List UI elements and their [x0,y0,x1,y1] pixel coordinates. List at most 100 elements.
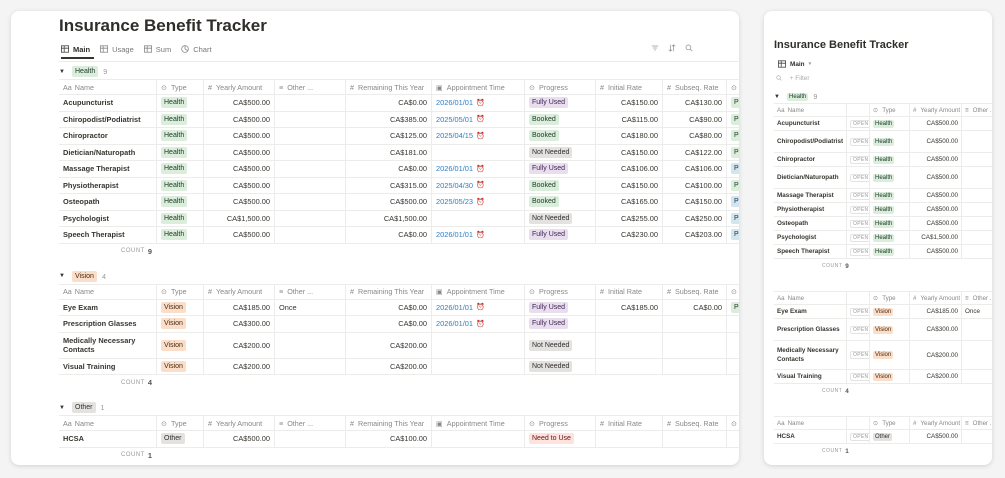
cell-remaining[interactable]: CA$200.00 [346,358,432,374]
cell-remaining[interactable]: CA$100.00 [346,431,432,447]
cell-initial[interactable] [596,431,663,447]
open-button[interactable]: OPEN [850,233,869,242]
cell-name[interactable]: Chiropodist/Podiatrist [59,111,157,127]
cell-type[interactable]: Vision [157,332,204,358]
table-row[interactable]: Eye Exam OPEN Vision CA$185.00 Once [774,305,992,319]
appointment-date[interactable]: 2025/05/23 [436,197,473,207]
column-header-type[interactable]: ⊙ Type [157,80,204,94]
cell-other[interactable] [962,319,992,340]
cell-appt[interactable]: 2025/04/15 ⏰ [432,128,525,144]
table-row[interactable]: Psychologist OPEN Health CA$1,500.00 [774,231,992,245]
cell-appt[interactable] [432,431,525,447]
cell-other[interactable] [962,189,992,202]
appointment-date[interactable]: 2026/01/01 [436,230,473,240]
table-row[interactable]: Prescription Glasses OPEN Vision CA$300.00 [774,319,992,341]
cell-remaining[interactable]: CA$200.00 [346,332,432,358]
cell-yearly[interactable]: CA$500.00 [204,128,275,144]
cell-yearly[interactable]: CA$1,500.00 [910,231,962,244]
cell-open[interactable]: OPEN [847,305,870,318]
cell-progress[interactable]: Fully Used [525,316,596,332]
appointment-date[interactable]: 2025/04/30 [436,180,473,190]
cell-yearly[interactable]: CA$200.00 [910,341,962,369]
cell-subseq[interactable]: CA$106.00 [663,161,727,177]
cell-progress[interactable]: Booked [525,177,596,193]
table-row[interactable]: Osteopath OPEN Health CA$500.00 [774,217,992,231]
cell-appt[interactable]: 2026/01/01 ⏰ [432,95,525,111]
cell-type[interactable]: Health [157,227,204,243]
cell-other[interactable] [275,431,346,447]
column-header-remaining[interactable]: # Remaining This Year [346,80,432,94]
table-row[interactable]: Chiropractor Health CA$500.00 CA$125.00 2025… [59,128,739,145]
tab-main[interactable]: Main [61,43,90,55]
cell-yearly[interactable]: CA$200.00 [204,332,275,358]
cell-progress[interactable]: Fully Used [525,161,596,177]
cell-other[interactable] [275,144,346,160]
cell-name[interactable]: Osteopath [774,217,847,230]
cell-other[interactable] [962,370,992,383]
cell-yearly[interactable]: CA$500.00 [910,217,962,230]
cell-progress[interactable]: Need to Use [525,431,596,447]
cell-name[interactable]: HCSA [774,430,847,443]
cell-open[interactable]: OPEN [847,117,870,130]
cell-name[interactable]: Acupuncturist [774,117,847,130]
cell-yearly[interactable]: CA$500.00 [910,245,962,258]
cell-name[interactable]: Massage Therapist [59,161,157,177]
cell-remaining[interactable]: CA$385.00 [346,111,432,127]
cell-type[interactable]: Health [870,245,910,258]
cell-name[interactable]: Visual Training [774,370,847,383]
open-button[interactable]: OPEN [850,351,869,359]
column-header-other[interactable]: ≡Other ... [962,104,992,116]
cell-remaining[interactable]: CA$0.00 [346,227,432,243]
cell-visit[interactable]: Per Visit [727,145,739,161]
cell-visit[interactable]: Per Hour [727,227,739,243]
cell-subseq[interactable]: CA$203.00 [663,227,727,243]
cell-yearly[interactable]: CA$500.00 [204,144,275,160]
tab-main-mobile[interactable]: Main ▾ [778,58,811,70]
column-header-[interactable] [847,104,870,116]
table-row[interactable]: Visual Training Vision CA$200.00 CA$200.00 N… [59,358,739,375]
open-button[interactable]: OPEN [850,325,869,334]
filter-icon[interactable] [651,44,659,52]
cell-type[interactable]: Health [157,177,204,193]
cell-progress[interactable]: Not Needed [525,210,596,226]
cell-visit[interactable]: Per Visit [727,128,739,144]
column-header-progress[interactable]: ⊙ Progress [525,80,596,94]
column-header-appt[interactable]: ▣ Appointment Time [432,80,525,94]
cell-remaining[interactable]: CA$0.00 [346,95,432,111]
cell-remaining[interactable]: CA$315.00 [346,177,432,193]
cell-remaining[interactable]: CA$500.00 [346,194,432,210]
cell-other[interactable] [275,194,346,210]
cell-visit[interactable] [727,359,739,375]
table-row[interactable]: Massage Therapist Health CA$500.00 CA$0.00 2… [59,161,739,178]
cell-other[interactable] [275,210,346,226]
column-header-other[interactable]: ≡Other ... [275,80,346,94]
cell-appt[interactable]: 2026/01/01 ⏰ [432,227,525,243]
cell-other[interactable] [962,117,992,130]
column-header-type[interactable]: ⊙ Type [157,416,204,430]
group-header-health[interactable]: ▼ Health 9 [774,90,992,103]
column-header-initial[interactable]: # Initial Rate [596,416,663,430]
cell-yearly[interactable]: CA$300.00 [204,316,275,332]
cell-progress[interactable]: Booked [525,111,596,127]
cell-initial[interactable]: CA$185.00 [596,299,663,315]
cell-appt[interactable] [432,332,525,358]
cell-other[interactable] [962,231,992,244]
cell-name[interactable]: HCSA [59,431,157,447]
search-icon[interactable] [685,44,693,52]
column-header-yearly[interactable]: # Yearly Amount [910,104,962,116]
cell-initial[interactable] [596,316,663,332]
cell-visit[interactable]: Per Hour [727,211,739,227]
cell-initial[interactable]: CA$255.00 [596,210,663,226]
cell-type[interactable]: Vision [870,319,910,340]
cell-yearly[interactable]: CA$500.00 [204,95,275,111]
column-header-yearly[interactable]: # Yearly Amount [204,284,275,299]
cell-initial[interactable]: CA$230.00 [596,227,663,243]
cell-name[interactable]: Medically Necessary Contacts [774,341,847,369]
collapse-triangle-icon[interactable]: ▼ [59,273,65,279]
cell-subseq[interactable]: CA$0.00 [663,299,727,315]
cell-name[interactable]: Physiotherapist [774,203,847,216]
appointment-date[interactable]: 2026/01/01 [436,319,473,329]
cell-visit[interactable]: Per Hour [727,194,739,210]
appointment-date[interactable]: 2026/01/01 [436,164,473,174]
cell-appt[interactable]: 2025/05/23 ⏰ [432,194,525,210]
